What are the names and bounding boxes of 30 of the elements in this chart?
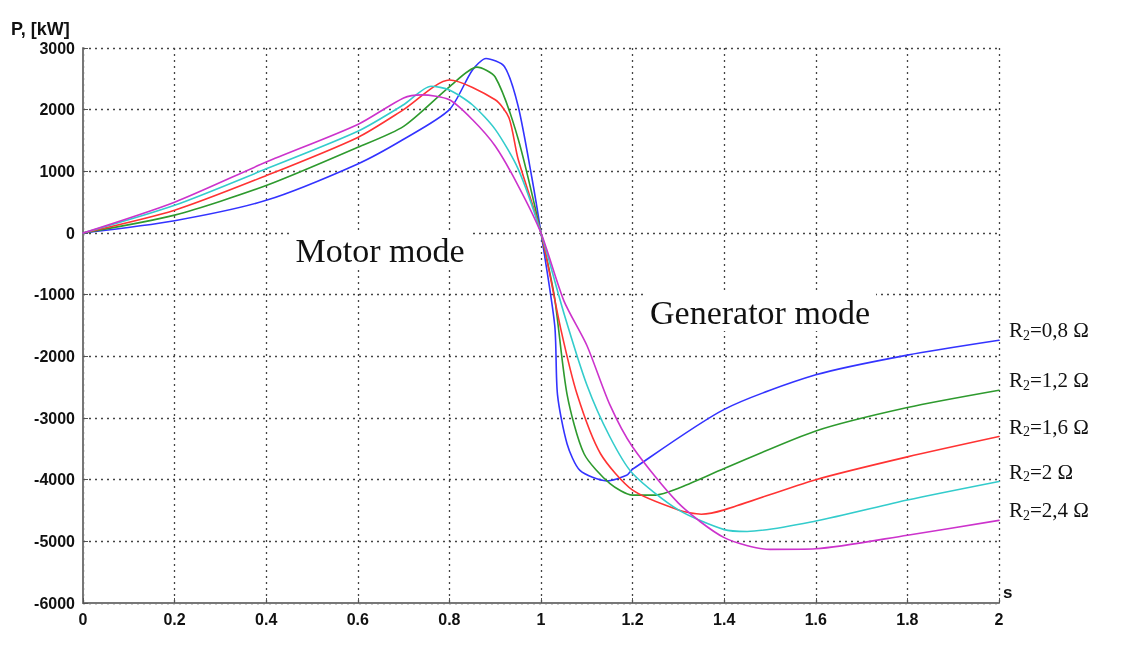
x-tick-label: 1.8 (896, 610, 919, 628)
y-tick-label: -4000 (34, 471, 76, 489)
x-tick-label: 0.2 (163, 610, 186, 628)
x-tick-label: 1.4 (713, 610, 736, 628)
series-label: R2=1,2 Ω (1009, 368, 1089, 393)
y-tick-label: -5000 (34, 532, 76, 550)
series-label: R2=2,4 Ω (1009, 498, 1089, 523)
annotation: Motor mode (295, 231, 465, 269)
y-tick-label: -1000 (34, 286, 76, 304)
x-tick-label: 1.6 (804, 610, 828, 628)
y-axis-title: P, [kW] (11, 19, 70, 39)
x-tick-label: 0.4 (255, 610, 278, 628)
x-tick-label: 0 (78, 610, 88, 628)
y-tick-label: 2000 (39, 101, 76, 119)
x-tick-label: 0.6 (346, 610, 370, 628)
y-tick-label: 1000 (39, 162, 76, 180)
x-tick-label: 2 (994, 610, 1004, 628)
y-tick-label: 0 (66, 224, 76, 242)
y-tick-label: 3000 (39, 39, 76, 57)
series-label: R2=0,8 Ω (1009, 318, 1089, 343)
x-tick-label: 1 (536, 610, 546, 628)
series-label: R2=2 Ω (1009, 459, 1074, 485)
y-tick-label: -3000 (34, 409, 76, 427)
annotation: Generator mode (650, 293, 870, 331)
x-tick-label: 0.8 (438, 610, 461, 628)
x-axis-title: s (1003, 583, 1013, 602)
y-tick-label: -2000 (34, 347, 76, 365)
x-tick-label: 1.2 (621, 610, 644, 628)
series-label: R2=1,6 Ω (1009, 414, 1089, 439)
y-tick-label: -6000 (34, 594, 76, 612)
